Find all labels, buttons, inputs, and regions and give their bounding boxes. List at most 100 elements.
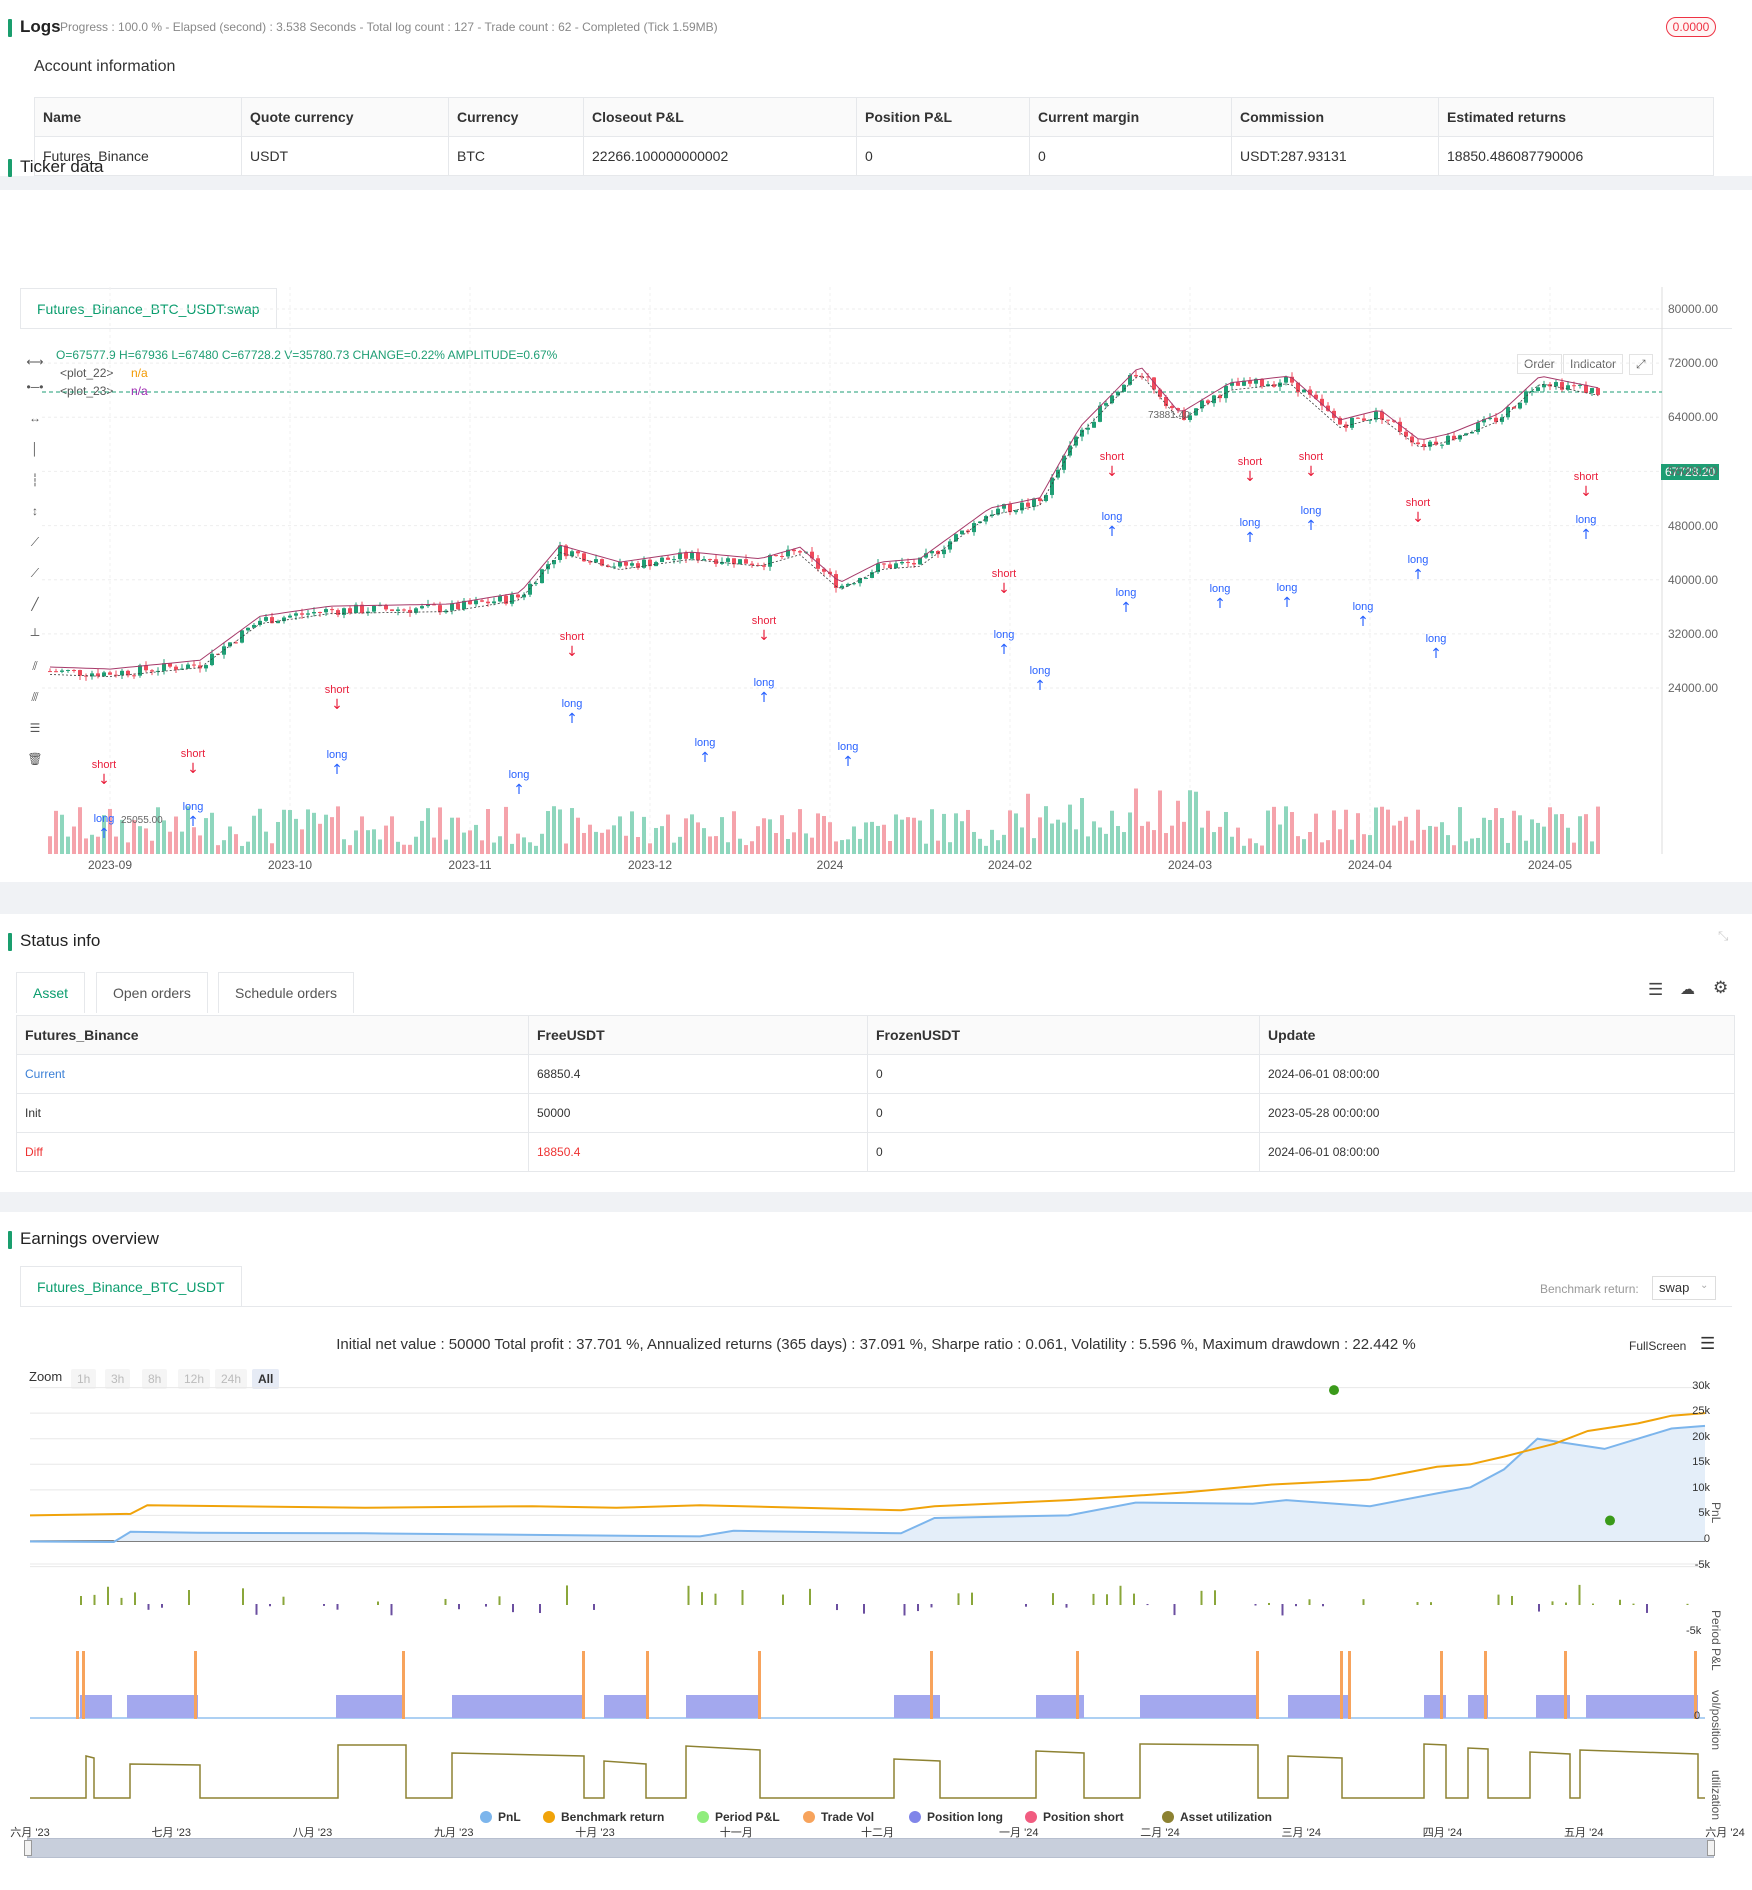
price-label-icon[interactable]: ┴ (30, 628, 40, 642)
zoom-24h-button[interactable]: 24h (215, 1369, 248, 1389)
candle-body (972, 523, 976, 533)
navigator-bar[interactable] (27, 1838, 1714, 1858)
pitchfork-icon[interactable]: ⫻ (31, 690, 39, 704)
volume-bar (468, 830, 472, 854)
signal-arrow: ↑ (187, 814, 199, 830)
tab-asset[interactable]: Asset (16, 972, 86, 1013)
order-button[interactable]: Order (1517, 354, 1562, 374)
pnl-tick: 10k (1692, 1481, 1710, 1494)
candle-body (708, 559, 712, 561)
long-signal: long↑ (994, 629, 1015, 658)
cloud-download-icon[interactable]: ☁ (1680, 981, 1695, 998)
parallel-channel-icon[interactable]: ⫽ (32, 659, 38, 673)
zoom-3h-button[interactable]: 3h (105, 1369, 131, 1389)
volume-bar (222, 840, 226, 854)
legend-item[interactable]: PnL (480, 1810, 521, 1824)
volume-bar (1362, 834, 1366, 854)
tab-earnings-symbol[interactable]: Futures_Binance_BTC_USDT (20, 1266, 242, 1307)
cell: 18850.486087790006 (1438, 136, 1714, 176)
cell: USDT (241, 136, 449, 176)
list-icon[interactable]: ☰ (1648, 980, 1664, 999)
short-signal: short↓ (1406, 497, 1430, 526)
volume-bar (498, 836, 502, 854)
navigator-left-handle[interactable] (24, 1840, 32, 1856)
dotted-line-icon[interactable]: •─• (26, 380, 44, 394)
candle-body (1416, 442, 1420, 445)
gear-icon[interactable]: ⚙ (1713, 978, 1729, 997)
volume-bar (1452, 845, 1456, 854)
navigator-right-handle[interactable] (1707, 1840, 1715, 1856)
volume-bar (1194, 791, 1198, 854)
candle-body (1590, 388, 1594, 393)
volume-bar (264, 831, 268, 854)
vertical-line-icon[interactable]: │ (31, 442, 39, 456)
candle-body (192, 664, 196, 666)
candle-body (1068, 445, 1072, 456)
fullscreen-button[interactable]: FullScreen (1629, 1339, 1687, 1353)
tab-open-orders[interactable]: Open orders (96, 972, 208, 1013)
volume-bar (1302, 839, 1306, 854)
signal-label: short (1100, 451, 1124, 463)
fib-levels-icon[interactable]: ☰ (29, 721, 41, 735)
candle-body (1302, 389, 1306, 393)
volume-bar (480, 840, 484, 854)
candle-body (1050, 477, 1054, 495)
benchmark-select[interactable]: swap (1652, 1276, 1716, 1300)
candle-body (1272, 384, 1276, 387)
zoom-1h-button[interactable]: 1h (71, 1369, 97, 1389)
expand-icon[interactable]: ⤢ (1629, 354, 1653, 375)
short-signal: short↓ (1100, 451, 1124, 480)
candle-body (1458, 435, 1462, 440)
collapse-icon[interactable]: ⤡ (1718, 928, 1729, 943)
zoom-8h-button[interactable]: 8h (142, 1369, 168, 1389)
ray-line-icon[interactable]: ⟋ (30, 566, 40, 580)
price-tick: 72000.00 (1668, 356, 1719, 371)
volume-bar (1578, 816, 1582, 854)
zoom-all-button[interactable]: All (252, 1369, 280, 1389)
candle-body (1470, 432, 1474, 434)
candle-body (324, 609, 328, 613)
legend-item[interactable]: Benchmark return (543, 1810, 664, 1824)
vertical-dots-icon[interactable]: ┆ (31, 473, 39, 487)
pnl-tick: 15k (1692, 1456, 1710, 1469)
trend-line-icon[interactable]: ⟋ (30, 535, 40, 549)
vertical-arrow-icon[interactable]: ↕ (32, 504, 38, 518)
indicator-button[interactable]: Indicator (1563, 354, 1624, 374)
legend-item[interactable]: Trade Vol (803, 1810, 874, 1824)
candle-body (1374, 411, 1378, 420)
candle-body (906, 562, 910, 564)
month-tick: 六月 '23 (10, 1827, 50, 1839)
volume-bar (852, 826, 856, 854)
candle-body (1500, 417, 1504, 422)
tab-schedule-orders[interactable]: Schedule orders (218, 972, 354, 1013)
horizontal-line-icon[interactable]: ↔ (29, 411, 41, 425)
col-free-usdt: FreeUSDT (528, 1015, 868, 1055)
short-signal: short↓ (181, 748, 205, 777)
legend-item[interactable]: Position short (1025, 1810, 1124, 1824)
menu-icon[interactable]: ☰ (1700, 1334, 1716, 1353)
candle-body (1542, 384, 1546, 388)
trash-icon[interactable]: 🗑 (27, 752, 43, 766)
legend-item[interactable]: Period P&L (697, 1810, 780, 1824)
extended-line-icon[interactable]: ╱ (31, 597, 39, 611)
volume-bar (1050, 823, 1054, 854)
zoom-12h-button[interactable]: 12h (178, 1369, 211, 1389)
legend-swatch (697, 1811, 709, 1823)
volume-bar (930, 809, 934, 854)
volume-bar (1242, 845, 1246, 854)
legend-item[interactable]: Asset utilization (1162, 1810, 1272, 1824)
crosshair-line-icon[interactable]: ⟷ (26, 355, 44, 369)
volume-bar (720, 817, 724, 854)
candle-body (240, 630, 244, 643)
candle-body (204, 665, 208, 669)
candle-body (1254, 378, 1258, 384)
signal-arrow: ↑ (566, 711, 578, 727)
col-commission: Commission (1231, 97, 1439, 137)
volume-bar (870, 821, 874, 854)
candle-body (714, 559, 718, 564)
candle-body (90, 673, 94, 677)
volume-bar (1098, 827, 1102, 854)
volume-bar (450, 817, 454, 854)
tab-ticker-symbol[interactable]: Futures_Binance_BTC_USDT:swap (20, 288, 277, 329)
legend-item[interactable]: Position long (909, 1810, 1003, 1824)
